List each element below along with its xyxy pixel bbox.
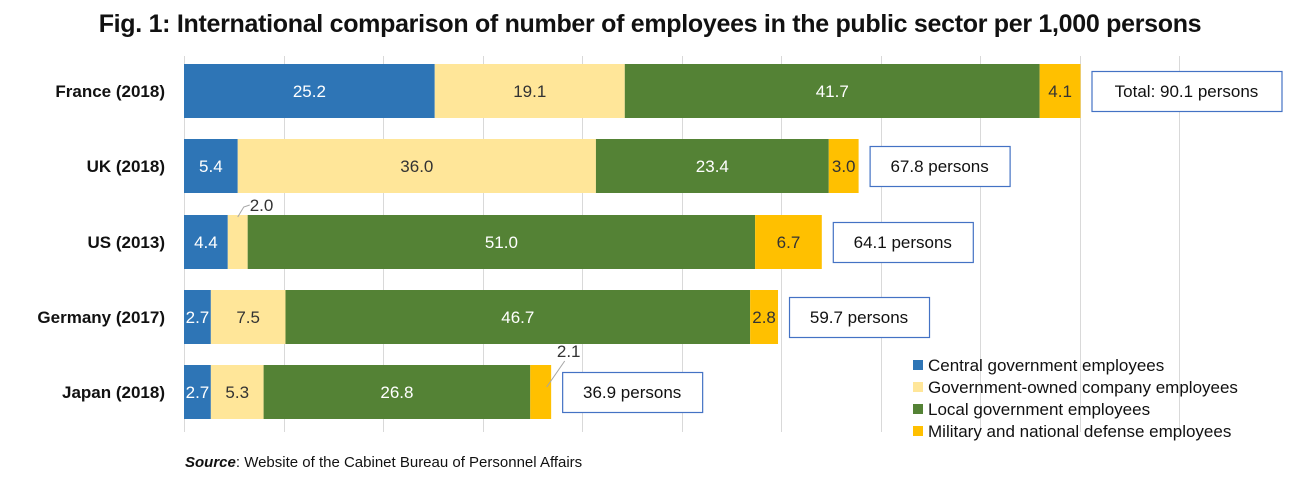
total-label: 64.1 persons <box>854 233 952 252</box>
bars <box>184 64 1081 419</box>
leader-line <box>546 360 566 388</box>
total-label: 67.8 persons <box>890 157 988 176</box>
legend-swatch <box>913 404 923 414</box>
total-label: 36.9 persons <box>583 383 681 402</box>
data-label: 6.7 <box>777 233 801 252</box>
data-label: 4.4 <box>194 233 218 252</box>
total-label: Total: 90.1 persons <box>1115 82 1259 101</box>
data-label: 26.8 <box>380 383 413 402</box>
data-label: 7.5 <box>236 308 260 327</box>
category-label: UK (2018) <box>87 157 165 176</box>
legend-swatch <box>913 360 923 370</box>
chart-title: Fig. 1: International comparison of numb… <box>98 10 1202 38</box>
bar-segment <box>1039 64 1081 118</box>
bar-segment <box>828 139 859 193</box>
total-box <box>1091 70 1283 113</box>
bar-segment <box>227 215 248 269</box>
bar-segment <box>184 64 435 118</box>
data-label: 3.0 <box>832 157 856 176</box>
data-label: 19.1 <box>513 82 546 101</box>
data-label: 4.1 <box>1048 82 1072 101</box>
bar-segment <box>750 290 779 344</box>
data-labels: 25.2 19.1 41.7 4.1 5.4 36.0 23.4 3.0 4.4 2.0 51.0 6… <box>186 82 1072 402</box>
data-label: 2.0 <box>250 196 274 215</box>
legend-label: Military and national defense employees <box>928 422 1231 441</box>
legend-swatch <box>913 426 923 436</box>
data-label: 36.0 <box>400 157 433 176</box>
category-label: Germany (2017) <box>37 308 165 327</box>
total-label: 59.7 persons <box>810 308 908 327</box>
legend-label: Central government employees <box>928 356 1164 375</box>
bar-segment <box>184 365 211 419</box>
data-label: 2.8 <box>752 308 776 327</box>
legend-label: Government-owned company employees <box>928 378 1238 397</box>
bar-segment <box>434 64 625 118</box>
data-label: 2.1 <box>557 342 581 361</box>
total-box <box>869 145 1011 188</box>
source-note: Source: Website of the Cabinet Bureau of… <box>185 454 582 471</box>
category-label: France (2018) <box>55 82 165 101</box>
bar-segment <box>263 365 531 419</box>
bar-segment <box>755 215 822 269</box>
total-box <box>788 296 931 339</box>
bar-segment <box>285 290 751 344</box>
data-label: 2.7 <box>186 383 210 402</box>
bar-segment <box>184 139 238 193</box>
category-label: Japan (2018) <box>62 383 165 402</box>
bar-segment <box>210 365 264 419</box>
source-text: : Website of the Cabinet Bureau of Perso… <box>235 454 583 471</box>
data-label: 25.2 <box>293 82 326 101</box>
bar-segment <box>624 64 1040 118</box>
legend-swatch <box>913 382 923 392</box>
bar-segment <box>184 215 228 269</box>
bar-segment <box>530 365 552 419</box>
legend: Central government employees Government-o… <box>913 356 1238 441</box>
category-axis-labels: France (2018) UK (2018) US (2013) Germany (… <box>37 82 165 402</box>
data-label: 2.7 <box>186 308 210 327</box>
source-key: Source <box>185 454 236 471</box>
data-label: 23.4 <box>696 157 729 176</box>
category-label: US (2013) <box>88 233 165 252</box>
legend-label: Local government employees <box>928 400 1150 419</box>
data-label: 51.0 <box>485 233 518 252</box>
leader-line <box>237 204 250 218</box>
data-label: 46.7 <box>501 308 534 327</box>
total-boxes: Total: 90.1 persons 67.8 persons 64.1 pers… <box>562 70 1283 414</box>
bar-segment <box>595 139 829 193</box>
bar-segment <box>210 290 286 344</box>
bar-segment <box>247 215 756 269</box>
total-box <box>562 371 704 414</box>
data-label: 5.3 <box>225 383 249 402</box>
data-label: 41.7 <box>816 82 849 101</box>
total-box <box>832 221 974 264</box>
data-label: 5.4 <box>199 157 223 176</box>
bar-segment <box>184 290 211 344</box>
bar-segment <box>237 139 596 193</box>
